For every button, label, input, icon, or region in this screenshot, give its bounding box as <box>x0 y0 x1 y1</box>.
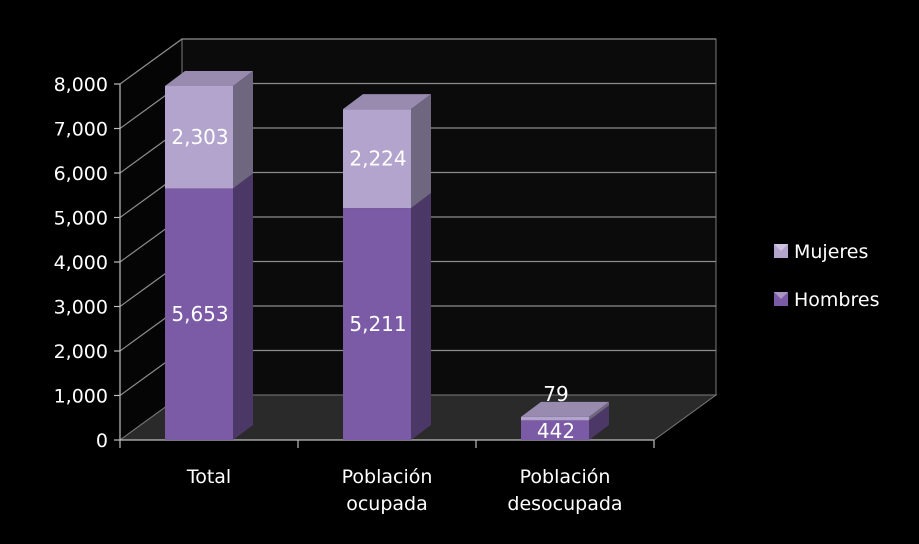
y-tick-label: 5,000 <box>54 208 108 230</box>
bar-front <box>521 420 589 440</box>
axes: 0 1,000 2,000 3,000 4,000 5,000 6,000 7,000 8,00… <box>54 74 655 515</box>
x-category-label: Población desocupada <box>507 466 622 515</box>
bar-segment-mujeres <box>521 401 609 421</box>
legend-item-mujeres: Mujeres <box>774 241 868 263</box>
y-tick-label: 2,000 <box>54 341 108 363</box>
y-tick-label: 7,000 <box>54 119 108 141</box>
bar-segment-hombres <box>343 193 431 440</box>
labels: 5,653 2,303 5,211 2,224 442 79 <box>171 125 575 443</box>
bar-top <box>165 70 253 86</box>
data-label-hombres: 5,653 <box>171 302 228 326</box>
bar-side <box>589 405 609 440</box>
data-label-mujeres: 2,224 <box>349 147 406 171</box>
legend-label: Mujeres <box>794 241 868 263</box>
bar-front <box>165 188 233 440</box>
bar-front <box>343 208 411 440</box>
bar-front <box>165 85 233 189</box>
y-tick-label: 3,000 <box>54 297 108 319</box>
bar-segment-hombres <box>521 405 609 440</box>
bars <box>165 70 609 440</box>
bar-side <box>589 401 609 421</box>
bar-segment-mujeres <box>343 94 431 209</box>
data-label-hombres: 442 <box>537 419 575 443</box>
gridline <box>119 38 716 85</box>
y-tick-label: 0 <box>96 430 108 452</box>
y-tick-label: 1,000 <box>54 386 108 408</box>
bar-side <box>411 94 431 209</box>
y-tick-label: 6,000 <box>54 163 108 185</box>
bar-front <box>343 109 411 209</box>
data-label-hombres: 5,211 <box>349 312 406 336</box>
y-tick-label: 4,000 <box>54 252 108 274</box>
bar-front <box>521 416 589 421</box>
bar-segment-hombres <box>165 173 253 440</box>
bar-top <box>343 94 431 110</box>
bar-side <box>233 173 253 440</box>
bar-segment-mujeres <box>165 70 253 189</box>
x-category-label: Total <box>186 466 231 488</box>
data-label-mujeres: 2,303 <box>171 125 228 149</box>
bar-top <box>521 401 609 417</box>
x-category-label: Población ocupada <box>342 466 433 515</box>
legend-swatch-top <box>774 292 788 299</box>
data-label-mujeres: 79 <box>543 382 568 406</box>
legend: Mujeres Hombres <box>774 241 879 311</box>
legend-swatch-top <box>774 244 788 251</box>
bar-side <box>233 70 253 189</box>
legend-label: Hombres <box>794 289 879 311</box>
legend-item-hombres: Hombres <box>774 289 879 311</box>
bar-side <box>411 193 431 440</box>
y-tick-label: 8,000 <box>54 74 108 96</box>
